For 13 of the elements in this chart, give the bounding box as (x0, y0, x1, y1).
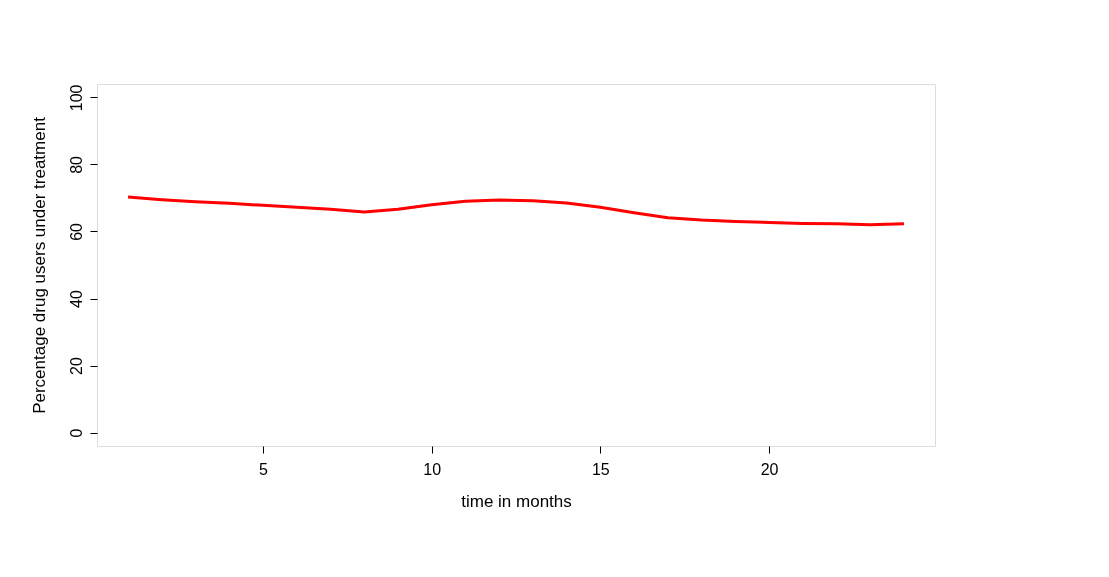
y-axis-title: Percentage drug users under treatment (29, 116, 49, 414)
x-tick-label: 10 (423, 460, 442, 478)
y-tick-label: 0 (67, 428, 85, 438)
x-tick-label: 15 (591, 460, 610, 478)
x-tick-label: 5 (259, 460, 269, 478)
y-tick-label: 40 (67, 290, 85, 308)
line-series (126, 195, 906, 227)
y-tick-label: 20 (67, 357, 85, 375)
x-axis-title: time in months (461, 491, 572, 511)
x-tick-label: 20 (760, 460, 779, 478)
y-tick-label: 60 (67, 222, 85, 241)
y-tick-label: 80 (67, 155, 85, 174)
y-tick-label: 100 (67, 84, 85, 112)
